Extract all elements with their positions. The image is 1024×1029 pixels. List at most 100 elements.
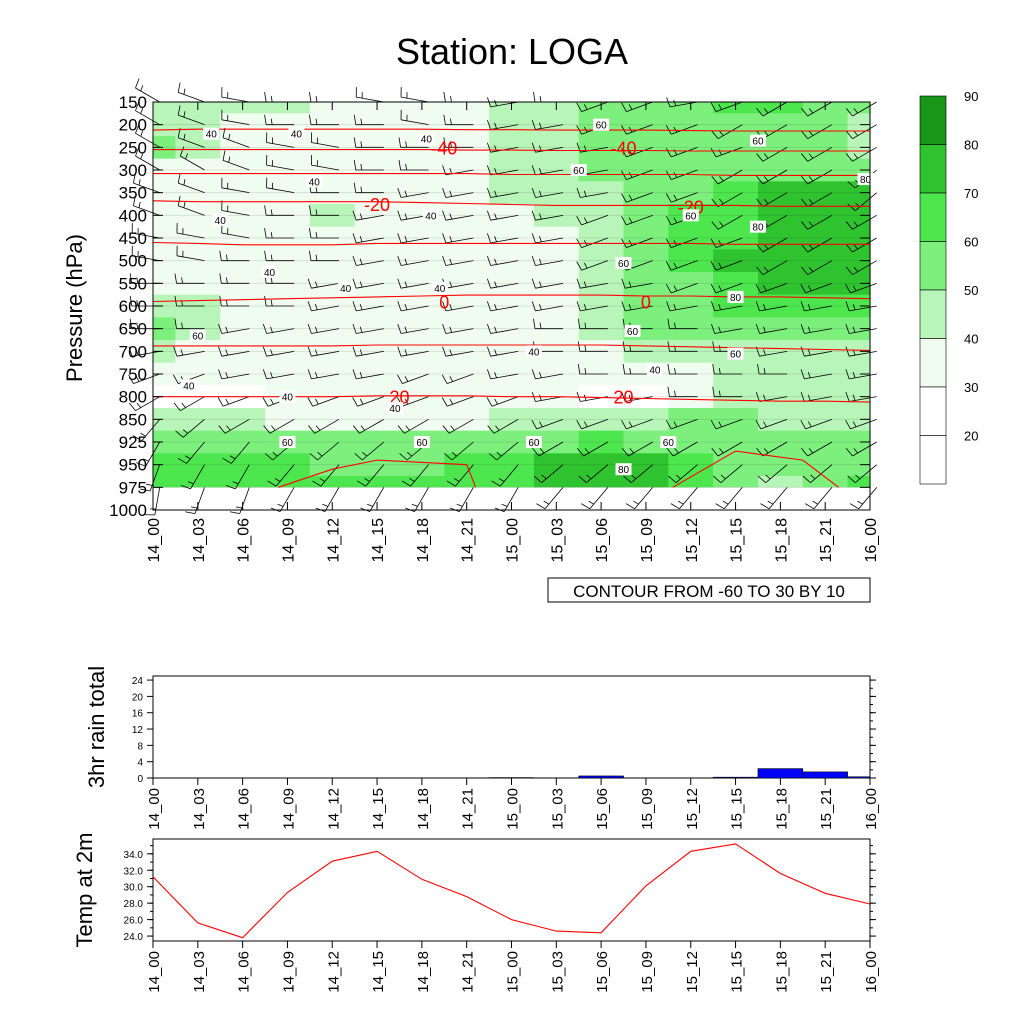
wind-barb-shaft	[356, 97, 384, 102]
rain-frame	[153, 676, 870, 778]
pressure-tick-label: 750	[119, 365, 147, 384]
temp-y-tick-label: 30.0	[124, 883, 144, 894]
colorbar-label: 80	[964, 138, 978, 153]
wind-barb-flag	[444, 92, 446, 102]
time-tick-label: 14_09	[280, 518, 297, 563]
temp-contour-label: -40	[611, 138, 637, 158]
colorbar-box	[920, 387, 946, 436]
rh-contour-label: 80	[730, 293, 742, 304]
pressure-tick-label: 400	[119, 206, 147, 225]
rh-cell	[355, 476, 400, 488]
rain-x-tick-label: 14_15	[370, 788, 387, 830]
pressure-tick-label: 950	[119, 456, 147, 475]
rain-y-tick-label: 20	[132, 692, 144, 703]
temp-x-tick-label: 14_06	[236, 951, 253, 993]
rain-bar	[758, 769, 803, 778]
temp-line	[153, 844, 870, 938]
pressure-tick-label: 300	[119, 161, 147, 180]
temp-contour-label: 0	[439, 292, 449, 312]
rh-contour-label: 40	[183, 381, 195, 392]
colorbar-label: 60	[964, 235, 978, 250]
rain-x-tick-label: 15_03	[549, 788, 566, 830]
temp-y-tick-label: 28.0	[124, 899, 144, 910]
rh-contour-label: 60	[730, 350, 742, 361]
pressure-tick-label: 150	[119, 93, 147, 112]
temp-y-tick-label: 34.0	[124, 850, 144, 861]
wind-barb-flag	[533, 92, 535, 102]
colorbar-label: 20	[964, 429, 978, 444]
rh-contour-label: 40	[528, 347, 540, 358]
time-tick-label: 14_06	[236, 518, 253, 563]
pressure-tick-label: 200	[119, 116, 147, 135]
temp-x-tick-label: 15_21	[818, 951, 835, 993]
wind-barb-half-flag	[540, 96, 541, 102]
time-tick-label: 15_18	[773, 518, 790, 563]
rain-x-tick-label: 15_09	[639, 788, 656, 830]
temp-contour-label: 20	[614, 388, 634, 408]
rh-contour-label: 60	[416, 438, 428, 449]
pressure-tick-label: 350	[119, 184, 147, 203]
time-tick-label: 15_12	[684, 518, 701, 563]
temp-x-tick-label: 14_12	[325, 951, 342, 993]
temp-x-tick-label: 15_03	[549, 951, 566, 993]
rh-contour-label: 80	[752, 223, 764, 234]
temp-x-tick-label: 14_03	[191, 951, 208, 993]
colorbar-box	[920, 339, 946, 388]
wind-barb-half-flag	[146, 484, 152, 485]
rh-contour-label: 40	[309, 177, 321, 188]
rain-bar	[848, 777, 870, 778]
temp-x-tick-label: 15_00	[505, 951, 522, 993]
temp-y-tick-label: 32.0	[124, 866, 144, 877]
pressure-tick-label: 250	[119, 138, 147, 157]
wind-barb-shaft	[222, 97, 250, 102]
rh-contour-label: 40	[340, 284, 352, 295]
rh-contour-label: 40	[206, 130, 218, 141]
time-tick-label: 14_15	[370, 518, 387, 563]
pressure-tick-label: 500	[119, 252, 147, 271]
rain-x-tick-label: 16_00	[863, 788, 880, 830]
rh-contour-label: 60	[528, 438, 540, 449]
wind-barb-shaft	[401, 97, 429, 102]
rh-contour-label: 40	[434, 284, 446, 295]
time-tick-label: 15_09	[639, 518, 656, 563]
colorbar-box	[920, 193, 946, 242]
pressure-tick-label: 600	[119, 297, 147, 316]
colorbar-label: 70	[964, 186, 978, 201]
rh-contour-label: 40	[649, 365, 661, 376]
pressure-tick-label: 850	[119, 410, 147, 429]
pressure-tick-label: 450	[119, 229, 147, 248]
rh-contour-label: 40	[264, 268, 276, 279]
time-tick-label: 14_03	[191, 518, 208, 563]
rain-y-axis-label: 3hr rain total	[84, 666, 109, 788]
rh-contour-label: 60	[282, 438, 294, 449]
temp-y-tick-label: 26.0	[124, 916, 144, 927]
rain-bar	[579, 776, 624, 778]
colorbar-box	[920, 436, 946, 485]
time-tick-label: 15_03	[549, 518, 566, 563]
rh-contour-label: 60	[685, 211, 697, 222]
colorbar-label: 40	[964, 332, 978, 347]
wind-barb-flag	[230, 512, 240, 514]
rh-contour-label: 40	[215, 216, 227, 227]
pressure-tick-label: 800	[119, 388, 147, 407]
temp-x-tick-label: 15_18	[773, 951, 790, 993]
wind-barb-flag	[185, 512, 195, 514]
rain-x-tick-label: 14_06	[236, 788, 253, 830]
wind-barb-half-flag	[316, 96, 317, 102]
wind-barb-flag	[178, 83, 180, 93]
temp-x-tick-label: 15_06	[594, 951, 611, 993]
wind-barb-half-flag	[271, 96, 272, 102]
time-tick-label: 14_00	[146, 518, 163, 563]
rain-y-tick-label: 16	[132, 709, 144, 720]
wind-barb-half-flag	[450, 96, 451, 102]
temp-contour-label: -20	[364, 195, 390, 215]
rh-contour-label: 60	[627, 327, 639, 338]
rh-contour-label: 80	[618, 465, 630, 476]
temp-x-tick-label: 15_15	[729, 951, 746, 993]
colorbar-label: 90	[964, 89, 978, 104]
time-tick-label: 14_12	[325, 518, 342, 563]
rain-x-tick-label: 14_18	[415, 788, 432, 830]
